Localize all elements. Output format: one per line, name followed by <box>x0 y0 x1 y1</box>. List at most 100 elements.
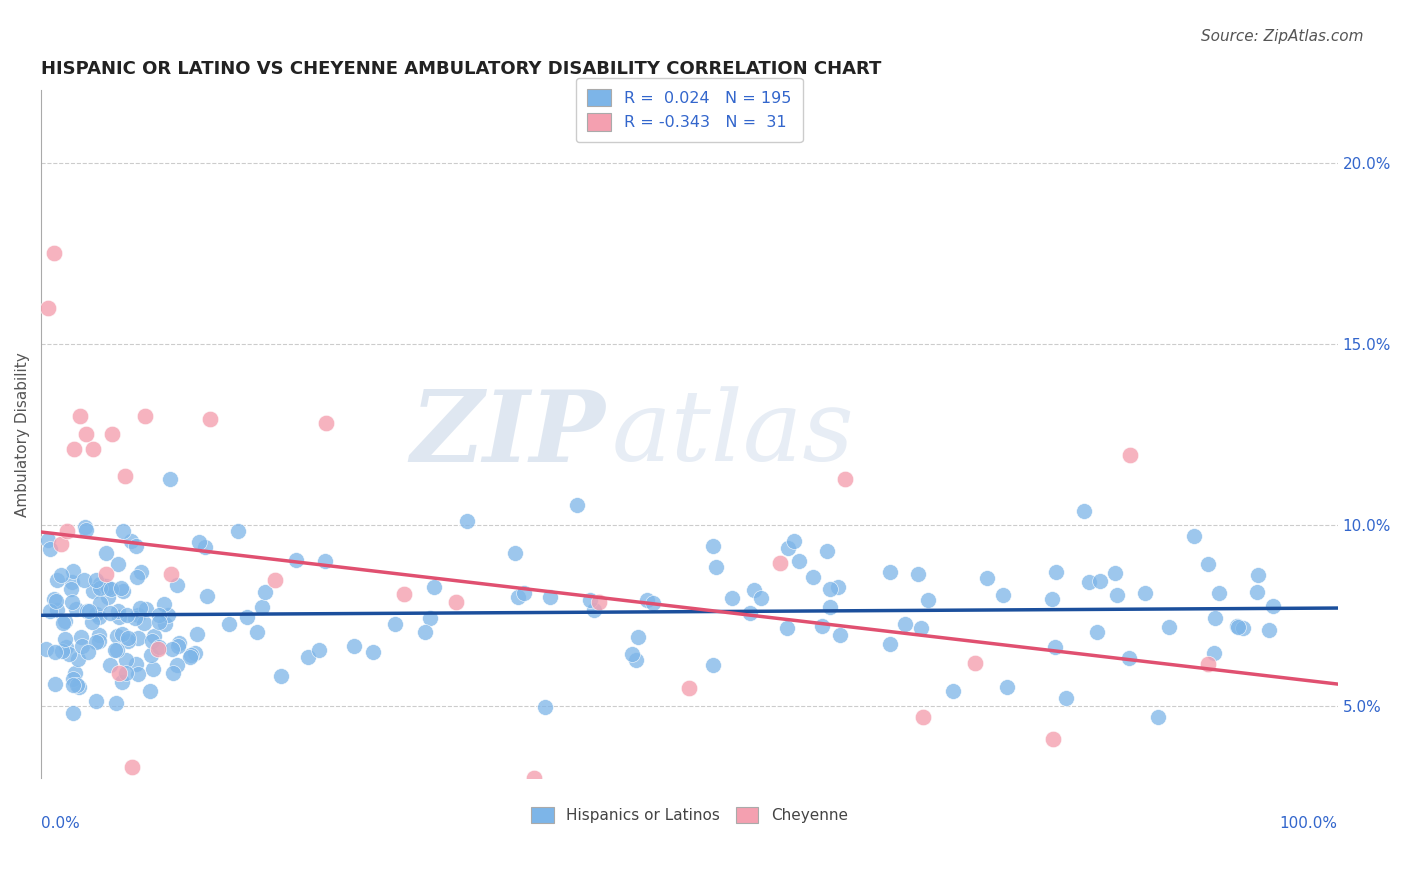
Point <box>1226 618 1249 632</box>
Point <box>413 624 436 639</box>
Point <box>104 696 127 710</box>
Point <box>343 640 366 654</box>
Point <box>146 641 169 656</box>
Text: HISPANIC OR LATINO VS CHEYENNE AMBULATORY DISABILITY CORRELATION CHART: HISPANIC OR LATINO VS CHEYENNE AMBULATOR… <box>41 60 882 78</box>
Point <box>53 632 76 646</box>
Point <box>254 584 277 599</box>
Point <box>70 630 93 644</box>
Point <box>62 678 84 692</box>
Point <box>976 571 998 585</box>
Point <box>131 566 153 580</box>
Point <box>818 582 841 597</box>
Point <box>153 597 176 611</box>
Point <box>75 523 97 537</box>
Point <box>89 576 111 591</box>
Point <box>100 582 122 596</box>
Point <box>124 611 146 625</box>
Point <box>1105 588 1128 602</box>
Point <box>160 642 183 657</box>
Point <box>582 603 605 617</box>
Point <box>776 541 799 555</box>
Point <box>907 566 929 581</box>
Point <box>148 608 170 623</box>
Point <box>128 600 150 615</box>
Point <box>1261 599 1284 613</box>
Point <box>72 639 94 653</box>
Point <box>142 662 165 676</box>
Point <box>523 771 546 785</box>
Point <box>44 676 66 690</box>
Point <box>993 588 1015 602</box>
Point <box>769 556 792 570</box>
Point <box>98 606 121 620</box>
Point <box>508 590 530 604</box>
Point <box>62 565 84 579</box>
Point <box>187 534 209 549</box>
Point <box>120 534 142 549</box>
Point <box>1157 620 1180 634</box>
Point <box>115 607 138 622</box>
Point <box>195 589 218 603</box>
Point <box>194 540 217 554</box>
Point <box>87 634 110 648</box>
Point <box>125 657 148 671</box>
Text: atlas: atlas <box>612 386 855 482</box>
Point <box>76 645 98 659</box>
Point <box>284 553 307 567</box>
Point <box>110 581 132 595</box>
Point <box>1246 584 1268 599</box>
Point <box>58 648 80 662</box>
Point <box>107 557 129 571</box>
Point <box>1040 592 1063 607</box>
Point <box>107 629 129 643</box>
Text: ZIP: ZIP <box>411 386 605 483</box>
Point <box>111 675 134 690</box>
Point <box>423 580 446 594</box>
Point <box>1226 620 1249 634</box>
Point <box>626 653 648 667</box>
Point <box>127 608 149 623</box>
Point <box>52 616 75 631</box>
Point <box>879 566 901 580</box>
Point <box>579 593 602 607</box>
Point <box>62 442 84 456</box>
Point <box>34 642 56 657</box>
Point <box>565 498 588 512</box>
Point <box>94 566 117 581</box>
Point <box>1042 731 1064 746</box>
Point <box>1119 448 1142 462</box>
Point <box>75 520 97 534</box>
Point <box>513 586 536 600</box>
Point <box>706 560 728 574</box>
Point <box>87 628 110 642</box>
Point <box>44 645 66 659</box>
Point <box>56 524 79 538</box>
Point <box>702 657 724 672</box>
Point <box>894 617 917 632</box>
Point <box>641 596 664 610</box>
Point <box>39 541 62 556</box>
Point <box>1043 640 1066 654</box>
Point <box>263 573 285 587</box>
Point <box>810 618 832 632</box>
Point <box>910 621 932 635</box>
Point <box>818 599 841 614</box>
Point <box>82 583 104 598</box>
Point <box>59 582 82 597</box>
Point <box>37 533 59 547</box>
Point <box>114 469 136 483</box>
Point <box>115 665 138 680</box>
Point <box>125 569 148 583</box>
Point <box>86 694 108 708</box>
Text: Source: ZipAtlas.com: Source: ZipAtlas.com <box>1201 29 1364 45</box>
Point <box>636 593 658 607</box>
Point <box>166 639 188 653</box>
Point <box>157 608 180 623</box>
Point <box>89 582 111 596</box>
Point <box>186 626 208 640</box>
Point <box>143 629 166 643</box>
Point <box>46 603 69 617</box>
Point <box>749 591 772 606</box>
Point <box>155 617 177 632</box>
Point <box>84 573 107 587</box>
